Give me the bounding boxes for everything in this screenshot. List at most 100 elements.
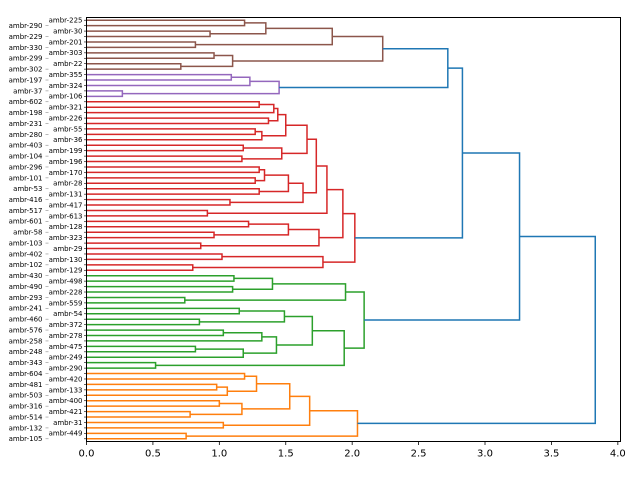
leaf-label: ambr-241 bbox=[9, 305, 43, 313]
dendrogram-link bbox=[232, 35, 384, 62]
leaf-label: ambr-402 bbox=[9, 250, 43, 258]
dendrogram-link bbox=[200, 228, 320, 247]
dendrogram-link bbox=[86, 101, 260, 108]
x-tick-label: 0.0 bbox=[79, 449, 95, 460]
dendrogram-link bbox=[281, 124, 308, 155]
leaf-label: ambr-503 bbox=[9, 392, 43, 400]
dendrogram-link bbox=[122, 80, 280, 95]
leaf-label: ambr-475 bbox=[49, 343, 83, 351]
dendrogram-link bbox=[86, 318, 201, 326]
x-tick-label: 2.5 bbox=[411, 449, 427, 460]
leaf-label: ambr-559 bbox=[49, 299, 83, 307]
leaf-label: ambr-321 bbox=[49, 104, 83, 112]
leaf-label: ambr-198 bbox=[9, 109, 43, 117]
dendrogram-link bbox=[86, 383, 218, 391]
plot-frame bbox=[86, 17, 621, 442]
dendrogram-link bbox=[86, 41, 197, 49]
dendrogram-link bbox=[344, 291, 365, 349]
dendrogram-link bbox=[86, 296, 186, 304]
leaf-label: ambr-129 bbox=[49, 267, 83, 275]
dendrogram-link bbox=[86, 410, 191, 418]
dendrogram-link bbox=[192, 255, 324, 269]
leaf-label: ambr-290 bbox=[9, 22, 43, 30]
x-tick-label: 0.5 bbox=[145, 449, 161, 460]
leaf-label: ambr-490 bbox=[9, 283, 43, 291]
leaf-label: ambr-372 bbox=[49, 321, 83, 329]
dendrogram-link bbox=[195, 27, 333, 46]
leaf-label: ambr-498 bbox=[49, 278, 83, 286]
leaf-label: ambr-416 bbox=[9, 196, 43, 204]
leaf-label: ambr-343 bbox=[9, 359, 43, 367]
dendrogram-link bbox=[199, 310, 286, 323]
dendrogram-link bbox=[86, 274, 235, 282]
dendrogram-link bbox=[86, 144, 244, 152]
dendrogram-link bbox=[86, 421, 225, 429]
dendrogram-link bbox=[86, 307, 241, 315]
leaf-label: ambr-36 bbox=[53, 136, 83, 144]
dendrogram-link bbox=[86, 242, 202, 250]
dendrogram-link bbox=[86, 90, 124, 98]
leaf-label: ambr-128 bbox=[49, 223, 83, 231]
x-tick-label: 2.0 bbox=[344, 449, 360, 460]
leaf-labels: ambr-225 ambr-290 ambr-30 ambr-229 ambr-201 a… bbox=[9, 17, 87, 443]
dendrogram-link bbox=[86, 253, 223, 261]
dendrogram-link bbox=[279, 48, 449, 89]
dendrogram-link bbox=[357, 235, 597, 425]
dendrogram-link bbox=[364, 152, 521, 321]
leaf-label: ambr-420 bbox=[49, 375, 83, 383]
dendrogram-link bbox=[86, 30, 211, 38]
dendrogram-link bbox=[243, 336, 278, 354]
leaf-label: ambr-278 bbox=[49, 332, 83, 340]
dendrogram-link bbox=[229, 182, 304, 204]
x-tick-label: 4.0 bbox=[610, 449, 626, 460]
dendrogram-link bbox=[86, 187, 260, 195]
leaf-label: ambr-601 bbox=[9, 218, 43, 226]
leaf-label: ambr-133 bbox=[49, 386, 83, 394]
leaf-label: ambr-201 bbox=[49, 38, 83, 46]
leaf-label: ambr-37 bbox=[13, 87, 42, 95]
leaf-label: ambr-30 bbox=[53, 27, 82, 35]
dendrogram-link bbox=[86, 73, 233, 81]
leaf-label: ambr-604 bbox=[9, 370, 43, 378]
leaf-label: ambr-231 bbox=[9, 120, 43, 128]
leaf-label: ambr-449 bbox=[49, 430, 83, 438]
dendrogram-links bbox=[86, 19, 597, 440]
dendrogram-link bbox=[86, 209, 209, 217]
leaf-label: ambr-197 bbox=[9, 76, 43, 84]
dendrogram-link bbox=[186, 410, 359, 437]
leaf-label: ambr-248 bbox=[9, 348, 43, 356]
dendrogram-link bbox=[86, 361, 157, 369]
leaf-label: ambr-330 bbox=[9, 44, 43, 52]
dendrogram-link bbox=[86, 177, 256, 185]
leaf-label: ambr-170 bbox=[49, 169, 83, 177]
x-axis: 0.0 0.5 1.0 1.5 2.0 2.5 3.0 3.5 4.0 bbox=[79, 441, 626, 460]
leaf-label: ambr-481 bbox=[9, 381, 43, 389]
dendrogram-link bbox=[86, 76, 251, 87]
dendrogram-link bbox=[259, 174, 290, 193]
dendrogram-link bbox=[86, 348, 244, 358]
leaf-label: ambr-355 bbox=[49, 71, 83, 79]
leaf-label: ambr-199 bbox=[49, 147, 83, 155]
dendrogram-link bbox=[276, 315, 314, 346]
leaf-label: ambr-324 bbox=[49, 82, 83, 90]
x-tick-label: 3.5 bbox=[543, 449, 559, 460]
dendrogram-link bbox=[86, 332, 263, 342]
leaf-label: ambr-460 bbox=[9, 316, 43, 324]
leaf-label: ambr-130 bbox=[49, 256, 83, 264]
dendrogram-link bbox=[318, 188, 344, 239]
leaf-label: ambr-196 bbox=[49, 158, 83, 166]
dendrogram-link bbox=[86, 220, 250, 228]
leaf-label: ambr-296 bbox=[9, 163, 43, 171]
dendrogram-link bbox=[322, 212, 356, 263]
dendrogram-link bbox=[86, 399, 221, 407]
dendrogram-link bbox=[354, 67, 464, 239]
dendrogram-link bbox=[210, 22, 267, 35]
leaf-label: ambr-228 bbox=[49, 288, 83, 296]
dendrogram-link bbox=[223, 395, 311, 426]
leaf-label: ambr-53 bbox=[13, 185, 42, 193]
dendrogram-link bbox=[86, 372, 246, 380]
leaf-label: ambr-103 bbox=[9, 239, 43, 247]
leaf-label: ambr-514 bbox=[9, 413, 43, 421]
dendrogram-link bbox=[180, 54, 234, 68]
